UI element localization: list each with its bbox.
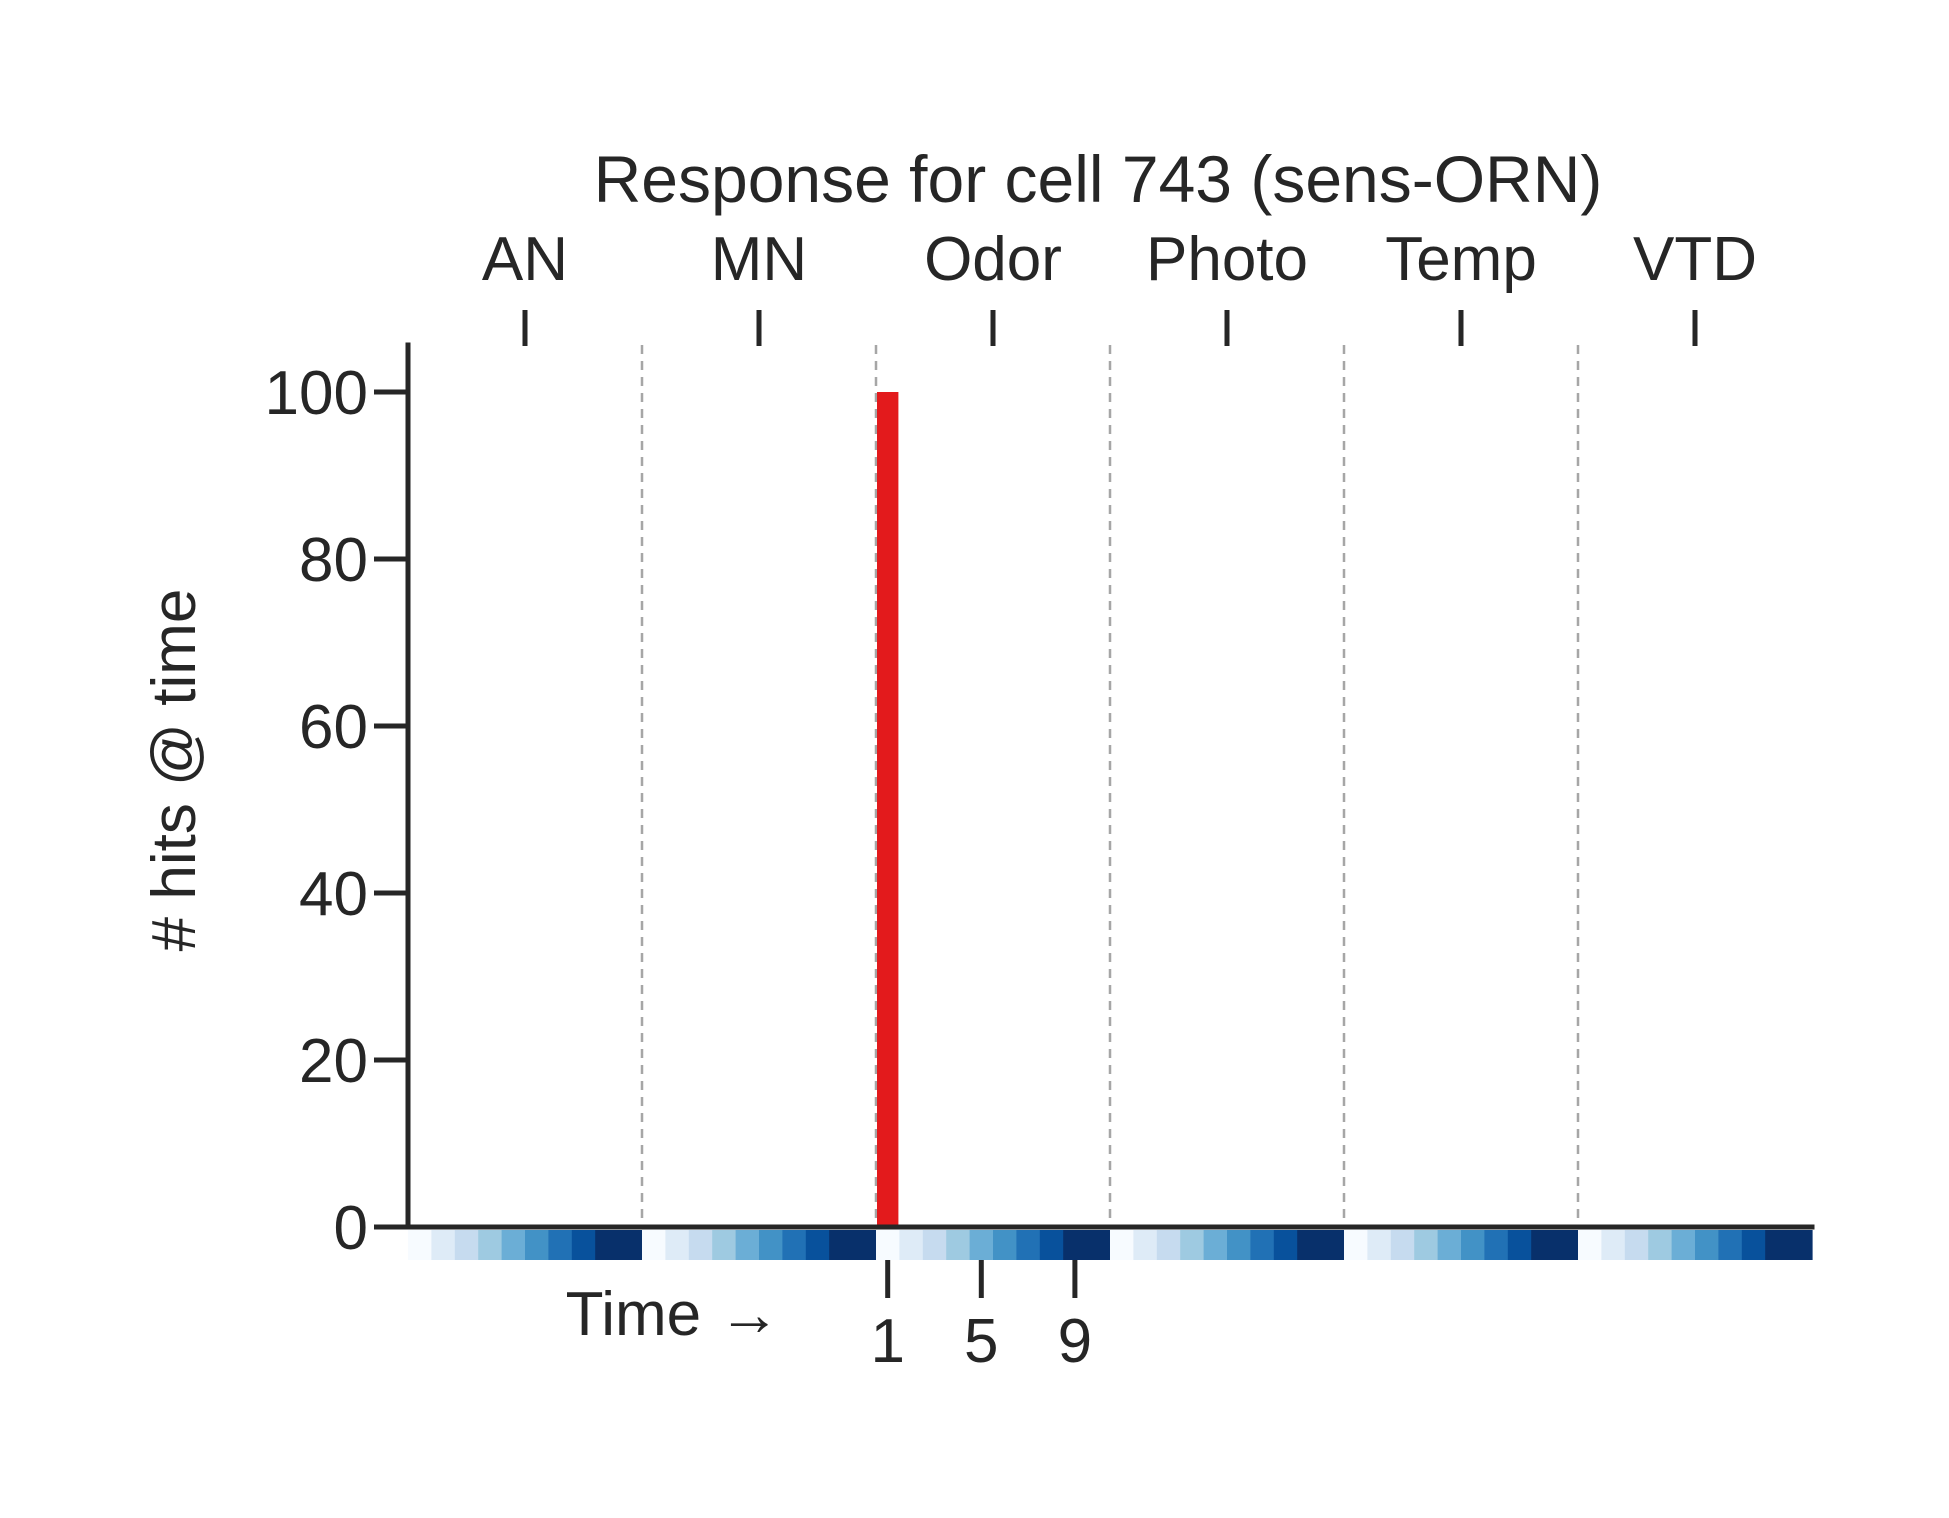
bars xyxy=(877,392,899,1227)
y-tick-label: 0 xyxy=(334,1194,368,1263)
colorbar-cell xyxy=(1320,1230,1345,1260)
colorbar-cell xyxy=(1648,1230,1673,1260)
y-axis-label: # hits @ time xyxy=(140,589,209,952)
colorbar-cell xyxy=(1039,1230,1064,1260)
colorbar-cell xyxy=(431,1230,456,1260)
colorbar-cell xyxy=(735,1230,760,1260)
colorbar-cell xyxy=(1344,1230,1368,1260)
colorbar-cell xyxy=(571,1230,596,1260)
group-label-temp: Temp xyxy=(1385,225,1537,294)
colorbar-cell xyxy=(805,1230,830,1260)
colorbar-cell xyxy=(478,1230,503,1260)
colorbar-cell xyxy=(993,1230,1017,1260)
colorbar-cell xyxy=(1133,1230,1158,1260)
colorbar-cell xyxy=(1461,1230,1485,1260)
colorbar-cell xyxy=(946,1230,971,1260)
group-label-mn: MN xyxy=(711,225,807,294)
colorbar-cell xyxy=(642,1230,666,1260)
colorbar-cell xyxy=(1180,1230,1205,1260)
time-tick-label: 1 xyxy=(870,1307,904,1376)
colorbar-cell xyxy=(969,1230,994,1260)
colorbar-cell xyxy=(665,1230,690,1260)
x-axis-label: Time → xyxy=(566,1280,781,1349)
colorbar-cell xyxy=(1507,1230,1532,1260)
colorbar-cell xyxy=(1227,1230,1251,1260)
colorbar-cell xyxy=(1297,1230,1322,1260)
colorbar-cell xyxy=(1531,1230,1556,1260)
colorbar-cell xyxy=(1156,1230,1181,1260)
group-dividers xyxy=(640,345,1580,1227)
colorbar-cell xyxy=(501,1230,526,1260)
group-label-vtd: VTD xyxy=(1633,225,1757,294)
y-tick-label: 80 xyxy=(299,526,368,595)
colorbar-cell xyxy=(1110,1230,1134,1260)
colorbar-cell xyxy=(899,1230,924,1260)
colorbar-cell xyxy=(1741,1230,1766,1260)
colorbar-cell xyxy=(548,1230,573,1260)
colorbar-cell xyxy=(618,1230,643,1260)
y-tick-label: 60 xyxy=(299,693,368,762)
colorbar-cell xyxy=(1578,1230,1602,1260)
colorbar-cell xyxy=(782,1230,807,1260)
y-tick-label: 40 xyxy=(299,860,368,929)
group-label-photo: Photo xyxy=(1146,225,1308,294)
colorbar-cell xyxy=(408,1230,432,1260)
group-label-odor: Odor xyxy=(924,225,1062,294)
colorbar-cell xyxy=(1390,1230,1415,1260)
y-axis: 0 20 40 60 80 100 xyxy=(265,342,411,1263)
colorbar-cell xyxy=(852,1230,877,1260)
y-tick-label: 100 xyxy=(265,359,368,428)
time-tick-label: 5 xyxy=(964,1307,998,1376)
colorbar-cell xyxy=(712,1230,737,1260)
colorbar-cell xyxy=(1484,1230,1509,1260)
colorbar-cell xyxy=(829,1230,854,1260)
chart-title: Response for cell 743 (sens-ORN) xyxy=(594,142,1603,216)
colorbar-cell xyxy=(1718,1230,1743,1260)
group-label-an: AN xyxy=(482,225,568,294)
colorbar-cell xyxy=(1367,1230,1392,1260)
colorbar-cell xyxy=(1671,1230,1696,1260)
colorbar-cell xyxy=(1414,1230,1439,1260)
colorbar-cell xyxy=(1765,1230,1790,1260)
colorbar-cell xyxy=(1601,1230,1626,1260)
colorbar-cell xyxy=(595,1230,620,1260)
y-tick-label: 20 xyxy=(299,1027,368,1096)
colorbar-cell xyxy=(1063,1230,1088,1260)
colorbar-cell xyxy=(922,1230,947,1260)
colorbar-cell xyxy=(876,1230,900,1260)
colorbar-cell xyxy=(1695,1230,1719,1260)
colorbar-cell xyxy=(1086,1230,1111,1260)
colorbar-cell xyxy=(688,1230,713,1260)
colorbar-cell xyxy=(1273,1230,1298,1260)
colorbar-cell xyxy=(759,1230,783,1260)
colorbar-cell xyxy=(525,1230,549,1260)
colorbar-cell xyxy=(1624,1230,1649,1260)
bar xyxy=(877,392,899,1227)
colorbar-cell xyxy=(1554,1230,1579,1260)
colorbar-cell xyxy=(1437,1230,1462,1260)
colorbar-cell xyxy=(454,1230,479,1260)
time-colorbar xyxy=(408,1230,1813,1260)
colorbar-cell xyxy=(1250,1230,1275,1260)
time-tick-label: 9 xyxy=(1058,1307,1092,1376)
colorbar-cell xyxy=(1016,1230,1041,1260)
colorbar-cell xyxy=(1203,1230,1228,1260)
colorbar-cell xyxy=(1788,1230,1813,1260)
group-labels: AN MN Odor Photo Temp VTD xyxy=(482,225,1757,346)
